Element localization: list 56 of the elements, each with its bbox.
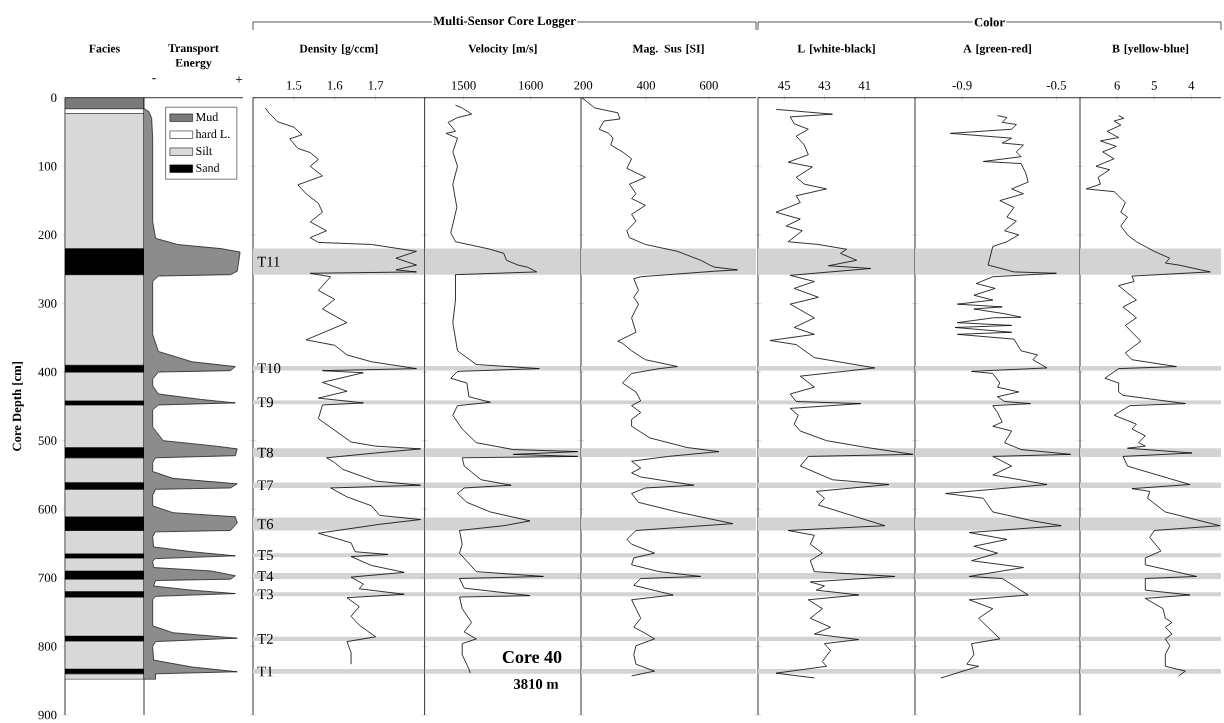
band-label: T4 bbox=[257, 571, 274, 581]
y-tick-label: 100 bbox=[39, 162, 57, 171]
chart-title: Facies bbox=[89, 44, 120, 53]
legend-label: hard L. bbox=[195, 129, 230, 139]
chart-title: Transport Energy bbox=[168, 44, 219, 70]
x-tick-label: 1.7 bbox=[368, 81, 384, 90]
band-label: T8 bbox=[257, 447, 274, 458]
chart-title: L [white-black] bbox=[797, 44, 875, 54]
legend-label: Mud bbox=[195, 112, 219, 122]
x-tick-label: 5 bbox=[1151, 81, 1157, 90]
y-tick-label: 700 bbox=[38, 573, 57, 583]
band-label: T2 bbox=[257, 634, 273, 644]
annotation: 3810 m bbox=[513, 679, 559, 689]
y-tick-label: 600 bbox=[38, 504, 57, 514]
x-tick-label: 1.5 bbox=[287, 81, 302, 90]
x-tick-label: 200 bbox=[574, 81, 593, 90]
band-label: T5 bbox=[257, 550, 273, 561]
chart-title: Mag. Sus [SI] bbox=[632, 44, 704, 55]
x-tick-label: 41 bbox=[858, 81, 871, 90]
band-label: T10 bbox=[257, 363, 281, 374]
x-tick-label: 600 bbox=[699, 81, 718, 90]
legend-label: Sand bbox=[196, 163, 220, 172]
x-tick-label: 4 bbox=[1188, 81, 1195, 90]
x-tick-label: 1600 bbox=[519, 81, 543, 90]
x-tick-label: 1500 bbox=[451, 81, 476, 90]
x-tick-label: 400 bbox=[636, 81, 656, 90]
y-tick-label: 0 bbox=[51, 93, 57, 102]
annotation: Core 40 bbox=[502, 650, 562, 664]
y-tick-label: 200 bbox=[38, 230, 57, 240]
chart-title: Density [g/ccm] bbox=[299, 44, 378, 55]
y-tick-label: 900 bbox=[38, 710, 57, 720]
y-axis-title: Core Depth [cm] bbox=[12, 362, 24, 451]
x-tick-label: 6 bbox=[1114, 81, 1120, 90]
chart-title: A [green-red] bbox=[963, 44, 1031, 55]
band-label: T11 bbox=[257, 256, 280, 267]
y-tick-label: 800 bbox=[38, 642, 57, 651]
chart-title: B [yellow-blue] bbox=[1112, 44, 1189, 55]
x-tick-label: 1.6 bbox=[327, 81, 343, 90]
band-label: T9 bbox=[257, 397, 273, 408]
text: - bbox=[152, 78, 156, 80]
chart-title: Velocity [m/s] bbox=[468, 44, 537, 55]
band-label: T7 bbox=[257, 480, 274, 491]
y-tick-label: 400 bbox=[38, 367, 57, 377]
x-tick-label: -0.5 bbox=[1046, 81, 1066, 90]
x-tick-label: -0.9 bbox=[952, 81, 972, 90]
text: Multi-Sensor Core Logger bbox=[433, 16, 576, 28]
y-tick-label: 300 bbox=[38, 299, 57, 308]
text: Color bbox=[974, 17, 1005, 27]
text: + bbox=[235, 76, 243, 83]
band-label: T1 bbox=[257, 666, 273, 677]
y-tick-label: 500 bbox=[38, 436, 57, 445]
band-label: T3 bbox=[257, 589, 273, 600]
x-tick-label: 43 bbox=[818, 81, 831, 90]
legend-label: Silt bbox=[196, 146, 213, 155]
band-label: T6 bbox=[257, 519, 274, 529]
x-tick-label: 45 bbox=[778, 81, 790, 90]
